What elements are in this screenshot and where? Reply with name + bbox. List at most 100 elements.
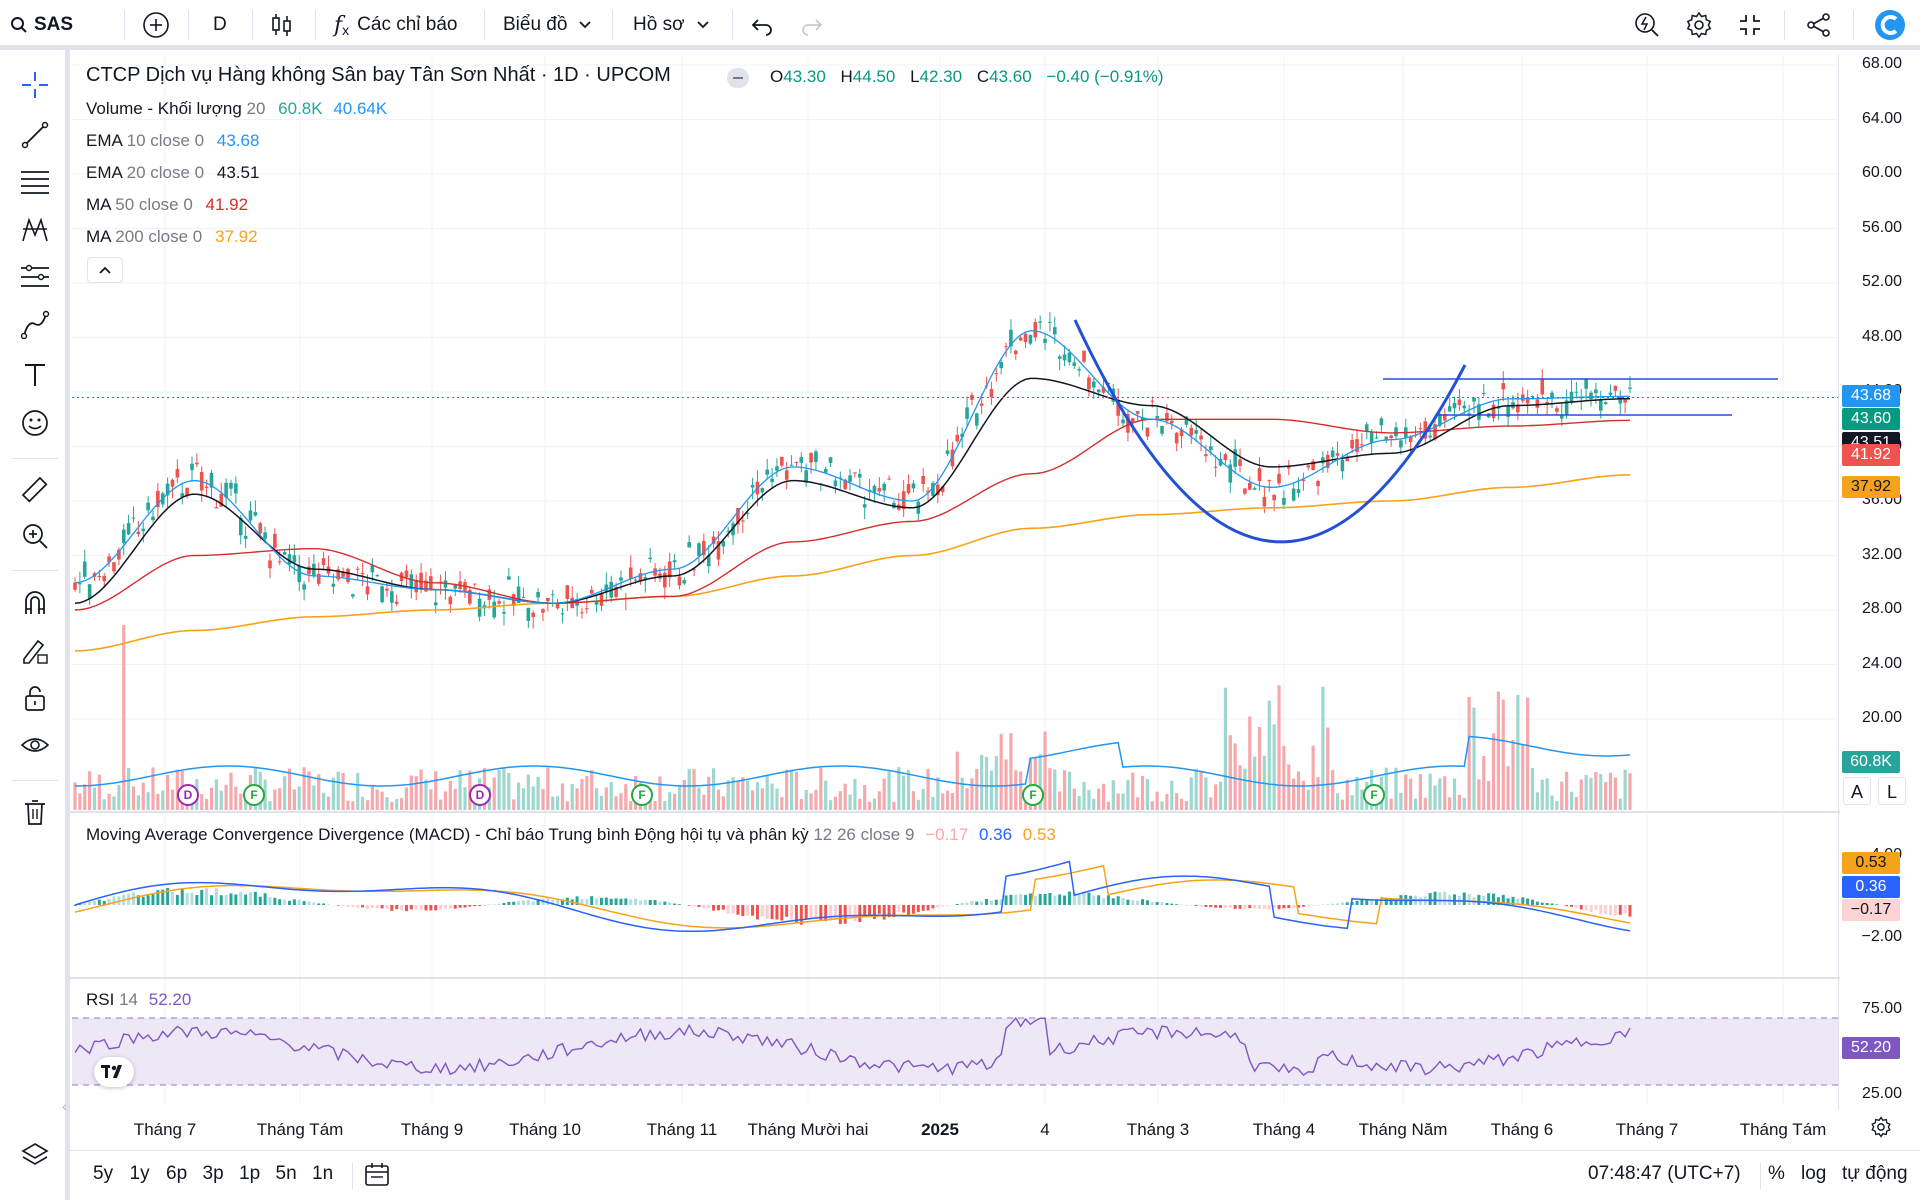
chart-menu-button[interactable]: Biểu đồ <box>503 0 593 50</box>
magnet-tool[interactable] <box>15 582 55 622</box>
tradingview-logo[interactable] <box>94 1057 134 1087</box>
macd-histogram-bar <box>190 892 194 905</box>
range-button-5y[interactable]: 5y <box>93 1163 114 1184</box>
undo-button[interactable] <box>748 0 774 50</box>
earnings-marker[interactable]: F <box>243 784 265 806</box>
measure-tool[interactable] <box>15 470 55 510</box>
pattern-tool[interactable] <box>15 210 55 250</box>
fib-tool[interactable] <box>15 162 55 202</box>
object-tree-tool[interactable] <box>15 1135 55 1175</box>
macd-histogram-bar <box>1136 900 1140 905</box>
candle-body <box>1433 424 1437 440</box>
volume-bar <box>356 772 360 810</box>
candle-body <box>146 502 150 511</box>
volume-bar <box>711 768 716 810</box>
range-button-1p[interactable]: 1p <box>239 1163 261 1184</box>
macd-histogram-bar <box>819 905 823 921</box>
macd-histogram-bar <box>83 903 87 905</box>
earnings-marker[interactable]: F <box>631 784 653 806</box>
hide-tool[interactable] <box>15 726 55 766</box>
crosshair-tool[interactable] <box>15 65 55 105</box>
volume-bar <box>726 780 730 810</box>
clock-label[interactable]: 07:48:47 (UTC+7) <box>1588 1163 1741 1184</box>
quick-search-button[interactable] <box>1633 0 1661 50</box>
range-button-3p[interactable]: 3p <box>202 1163 224 1184</box>
macd-histogram-bar <box>673 903 677 905</box>
price-axis-label: 20.00 <box>1861 709 1902 726</box>
candle-body <box>702 540 706 556</box>
settings-button[interactable] <box>1685 0 1713 50</box>
ma50-legend[interactable]: MA 50 close 0 41.92 <box>86 195 249 214</box>
log-button[interactable]: log <box>1801 1163 1827 1184</box>
volume-bar <box>1228 735 1232 810</box>
auto-button[interactable]: tự động <box>1842 1163 1908 1184</box>
macd-histogram-bar <box>955 903 959 905</box>
redo-button[interactable] <box>800 0 826 50</box>
macd-histogram-bar <box>1526 898 1530 905</box>
emoji-tool[interactable] <box>15 403 55 443</box>
range-button-1y[interactable]: 1y <box>129 1163 150 1184</box>
axis-settings-button[interactable] <box>1870 1116 1892 1143</box>
profile-menu-button[interactable]: Hồ sơ <box>633 0 711 50</box>
dividend-marker[interactable]: D <box>177 784 199 806</box>
remove-drawings-tool[interactable] <box>15 792 55 832</box>
symbol-legend[interactable]: CTCP Dịch vụ Hàng không Sân bay Tân Sơn … <box>86 64 671 87</box>
candle-body <box>136 531 141 535</box>
zoom-tool[interactable] <box>15 516 55 556</box>
symbol-search[interactable]: SAS <box>10 0 73 50</box>
volume-bar <box>1623 769 1627 810</box>
candle-body <box>711 536 716 544</box>
candle-body <box>843 479 847 490</box>
dividend-marker[interactable]: D <box>469 784 491 806</box>
forecast-tool[interactable] <box>15 257 55 297</box>
collapse-legend-button[interactable] <box>87 257 123 283</box>
fullscreen-button[interactable] <box>1737 0 1763 50</box>
volume-bar <box>877 791 881 810</box>
chart-type-button[interactable] <box>270 0 294 50</box>
brush-tool[interactable] <box>15 305 55 345</box>
ema20-legend[interactable]: EMA 20 close 0 43.51 <box>86 163 260 182</box>
macd-histogram-bar <box>258 896 262 905</box>
rsi-legend[interactable]: RSI 14 52.20 <box>86 990 192 1009</box>
share-button[interactable] <box>1806 0 1832 50</box>
go-to-date-button[interactable] <box>363 1161 391 1194</box>
volume-bar <box>863 784 867 810</box>
app-logo[interactable] <box>1874 0 1906 50</box>
percent-scale-button[interactable]: % <box>1768 1163 1785 1184</box>
trendline-tool[interactable] <box>15 115 55 155</box>
macd-histogram-bar <box>692 905 696 907</box>
lock-tool[interactable] <box>15 678 55 718</box>
stay-in-drawing-tool[interactable] <box>15 630 55 670</box>
market-status-icon[interactable] <box>727 68 749 88</box>
macd-histogram-bar <box>1345 902 1349 905</box>
log-scale-button[interactable]: L <box>1878 777 1906 805</box>
pane-separator[interactable] <box>70 977 1840 979</box>
range-button-6p[interactable]: 6p <box>166 1163 188 1184</box>
macd-histogram-bar <box>921 905 925 911</box>
earnings-marker[interactable]: F <box>1363 784 1385 806</box>
range-button-5n[interactable]: 5n <box>275 1163 297 1184</box>
forecast-icon <box>21 264 49 287</box>
ema10-legend[interactable]: EMA 10 close 0 43.68 <box>86 131 260 150</box>
macd-legend[interactable]: Moving Average Convergence Divergence (M… <box>86 825 1056 844</box>
pane-separator[interactable] <box>70 811 1840 813</box>
macd-histogram-bar <box>551 899 555 905</box>
volume-bar <box>409 775 413 810</box>
candle-body <box>828 457 833 463</box>
auto-scale-button[interactable]: A <box>1843 777 1871 805</box>
volume-legend[interactable]: Volume - Khối lượng 20 60.8K 40.64K <box>86 99 388 118</box>
candle-body <box>1228 464 1233 483</box>
collapse-left-icon[interactable]: ‹ <box>62 1098 67 1114</box>
macd-histogram-bar <box>629 899 633 905</box>
range-button-1n[interactable]: 1n <box>312 1163 334 1184</box>
earnings-marker[interactable]: F <box>1022 784 1044 806</box>
compare-button[interactable] <box>142 0 170 50</box>
text-tool[interactable] <box>15 355 55 395</box>
macd-histogram-bar <box>234 894 238 905</box>
volume-bar <box>897 767 901 810</box>
ma200-legend[interactable]: MA 200 close 0 37.92 <box>86 227 258 246</box>
interval-button[interactable]: D <box>213 0 227 50</box>
high-value: 44.50 <box>852 67 896 86</box>
